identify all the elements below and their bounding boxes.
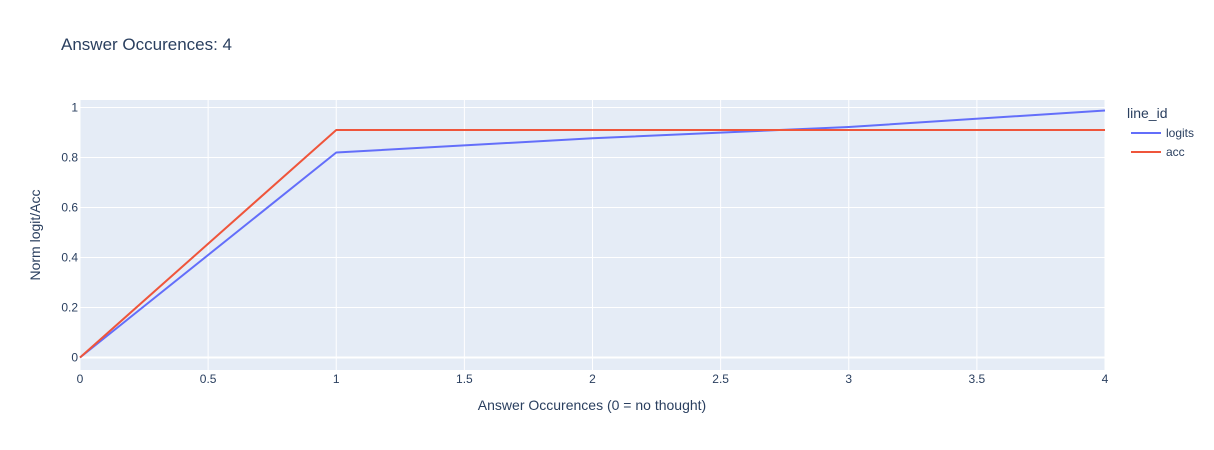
x-tick-label: 2 <box>589 372 596 386</box>
series-lines <box>79 109 1106 359</box>
series-line-logits <box>79 109 1106 359</box>
legend-items: logits acc <box>1131 126 1194 159</box>
x-tick-label: 0.5 <box>200 372 217 386</box>
chart-title: Answer Occurences: 4 <box>61 35 232 54</box>
x-tick-label: 3.5 <box>969 372 986 386</box>
y-tick-label: 0.4 <box>61 251 78 265</box>
y-tick-label: 0.6 <box>61 201 78 215</box>
legend-label-logits: logits <box>1166 126 1194 140</box>
series-line-acc <box>79 129 1105 359</box>
y-tick-label: 0.8 <box>61 151 78 165</box>
x-axis-title: Answer Occurences (0 = no thought) <box>478 397 706 413</box>
x-tick-label: 1.5 <box>456 372 473 386</box>
y-tick-labels: 0 0.2 0.4 0.6 0.8 1 <box>61 101 78 365</box>
x-tick-label: 0 <box>77 372 84 386</box>
y-gridlines <box>80 107 1105 359</box>
y-tick-label: 0 <box>71 351 78 365</box>
x-tick-label: 1 <box>333 372 340 386</box>
legend-title: line_id <box>1127 105 1167 121</box>
y-tick-label: 0.2 <box>61 301 78 315</box>
x-tick-label: 3 <box>845 372 852 386</box>
legend-label-acc: acc <box>1166 145 1185 159</box>
y-tick-label: 1 <box>71 101 78 115</box>
x-tick-labels: 0 0.5 1 1.5 2 2.5 3 3.5 4 <box>77 372 1109 386</box>
legend: line_id logits acc <box>1127 105 1194 159</box>
x-tick-label: 4 <box>1102 372 1109 386</box>
x-tick-label: 2.5 <box>712 372 729 386</box>
y-axis-title: Norm logit/Acc <box>27 189 43 280</box>
